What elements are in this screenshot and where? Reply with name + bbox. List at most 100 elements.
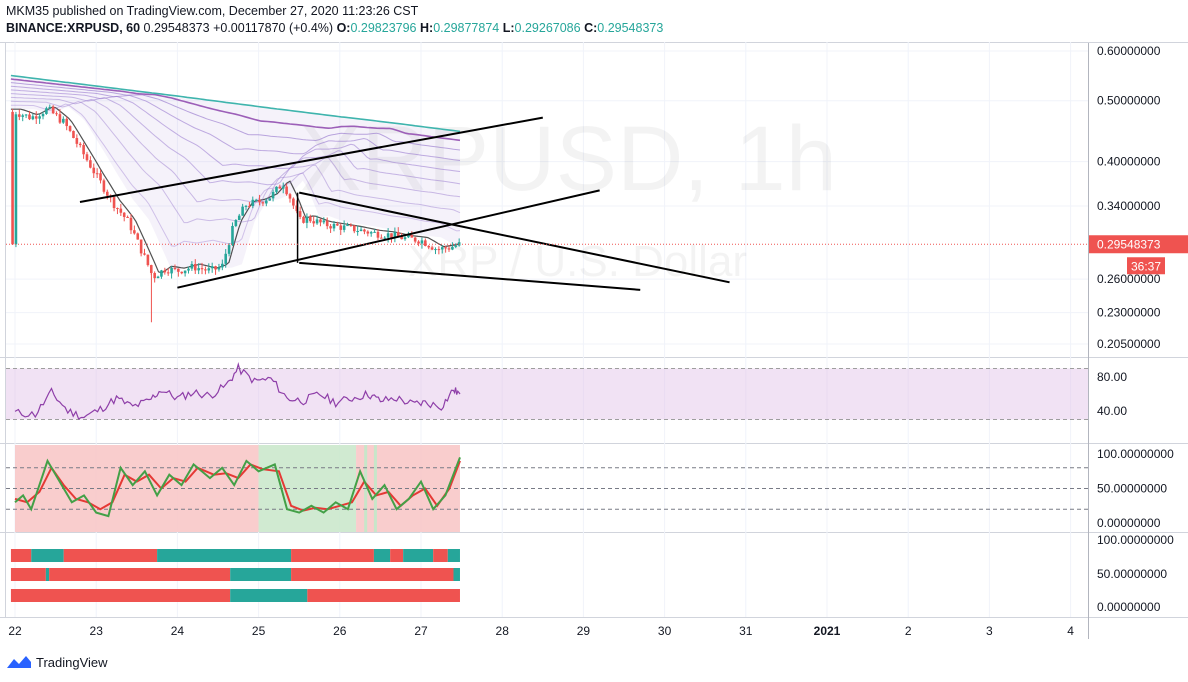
symbol-label[interactable]: BINANCE:XRPUSD, 60 xyxy=(6,21,141,35)
candle-body xyxy=(410,235,414,238)
time-tick-label: 22 xyxy=(8,624,22,638)
candle-body xyxy=(62,118,65,123)
candle-body xyxy=(454,245,458,247)
candle-body xyxy=(193,263,197,271)
candle-body xyxy=(75,138,79,144)
rsi-tick-label: 40.00 xyxy=(1097,404,1127,418)
candle-body xyxy=(116,208,119,210)
candle-body xyxy=(248,205,251,207)
candle-body xyxy=(217,267,221,270)
candle-body xyxy=(190,263,194,269)
trend-bar-green xyxy=(31,549,64,562)
price-tick-label: 0.50000000 xyxy=(1097,94,1161,108)
symbol-watermark: XRPUSD, 1h XRP / U.S. Dollar xyxy=(300,108,837,286)
candle-body xyxy=(119,208,123,213)
ma-line xyxy=(10,74,461,133)
rsi-pane[interactable] xyxy=(6,362,1088,420)
time-tick-label: 28 xyxy=(496,624,510,638)
ma-line xyxy=(10,93,461,186)
trend-bar-green xyxy=(453,568,460,581)
price-tick-label: 0.20500000 xyxy=(1097,337,1161,351)
candle-body xyxy=(308,216,312,222)
candle-body xyxy=(234,220,238,226)
published-line: MKM35 published on TradingView.com, Dece… xyxy=(6,4,419,18)
candle-body xyxy=(51,106,55,114)
low-value: 0.29267086 xyxy=(514,21,581,35)
candle-body xyxy=(153,272,156,279)
candle-body xyxy=(99,173,102,181)
candle-body xyxy=(369,232,373,234)
candle-body xyxy=(214,266,217,270)
candle-body xyxy=(312,221,315,224)
candle-body xyxy=(241,206,244,216)
price-tick-label: 0.26000000 xyxy=(1097,272,1161,286)
candle-body xyxy=(163,270,167,273)
candle-body xyxy=(112,197,116,209)
trend-bars-pane[interactable] xyxy=(10,549,460,602)
candle-body xyxy=(156,276,160,279)
candle-body xyxy=(393,232,397,239)
candle-body xyxy=(434,249,437,251)
time-tick-label: 25 xyxy=(252,624,266,638)
candle-body xyxy=(45,108,48,114)
candle-body xyxy=(197,268,200,271)
trend-line xyxy=(177,189,600,289)
time-tick-label: 4 xyxy=(1067,624,1074,638)
low-label: L: xyxy=(502,21,515,35)
last-price: 0.29548373 xyxy=(143,21,210,35)
candle-body xyxy=(386,233,390,238)
candle-body xyxy=(363,229,366,232)
trend-bar-red xyxy=(291,568,454,581)
time-tick-label: 23 xyxy=(90,624,104,638)
candle-body xyxy=(133,230,136,234)
candle-body xyxy=(139,239,143,254)
candle-body xyxy=(95,173,99,175)
candle-body xyxy=(275,186,278,192)
candle-body xyxy=(237,215,241,221)
stoch-pane[interactable] xyxy=(6,445,1088,532)
candle-body xyxy=(356,231,359,233)
candle-body xyxy=(34,116,38,119)
open-label: O: xyxy=(336,21,351,35)
bars-tick-label: 100.00000000 xyxy=(1097,533,1174,547)
trend-bar-red xyxy=(63,549,158,562)
candle-body xyxy=(58,114,62,123)
candle-body xyxy=(352,225,356,232)
ohlc-line: BINANCE:XRPUSD, 60 0.29548373 +0.0011787… xyxy=(6,21,663,35)
candle-body xyxy=(258,199,261,203)
candle-body xyxy=(173,267,177,269)
trend-lines[interactable] xyxy=(6,116,1088,291)
last-price-tag-label: 0.29548373 xyxy=(1097,237,1161,251)
trend-bar-green xyxy=(447,549,460,562)
candle-body xyxy=(55,113,58,115)
trend-bar-red xyxy=(390,549,404,562)
candles[interactable] xyxy=(11,104,461,323)
price-tick-label: 0.23000000 xyxy=(1097,306,1161,320)
candle-body xyxy=(14,114,18,245)
tradingview-logo-icon xyxy=(7,656,31,668)
candle-body xyxy=(373,231,376,233)
trend-bar-red xyxy=(10,568,46,581)
candle-body xyxy=(403,237,407,240)
candle-body xyxy=(298,211,302,217)
candle-body xyxy=(417,241,420,244)
trend-bar-red xyxy=(307,589,460,602)
candle-body xyxy=(359,229,363,232)
bars-tick-label: 50.00000000 xyxy=(1097,567,1167,581)
candle-body xyxy=(21,115,25,117)
close-label: C: xyxy=(584,21,598,35)
candle-body xyxy=(302,216,305,223)
candle-body xyxy=(177,268,180,272)
stoch-tick-label: 50.00000000 xyxy=(1097,482,1167,496)
candle-body xyxy=(420,240,424,244)
tradingview-logo[interactable]: TradingView xyxy=(6,654,108,670)
time-tick-label: 30 xyxy=(658,624,672,638)
candle-body xyxy=(366,231,370,234)
candle-body xyxy=(349,225,353,227)
price-change: +0.00117870 (+0.4%) xyxy=(213,21,334,35)
open-value: 0.29823796 xyxy=(350,21,417,35)
candle-body xyxy=(315,219,319,224)
candle-body xyxy=(295,205,299,212)
candle-body xyxy=(427,245,431,248)
